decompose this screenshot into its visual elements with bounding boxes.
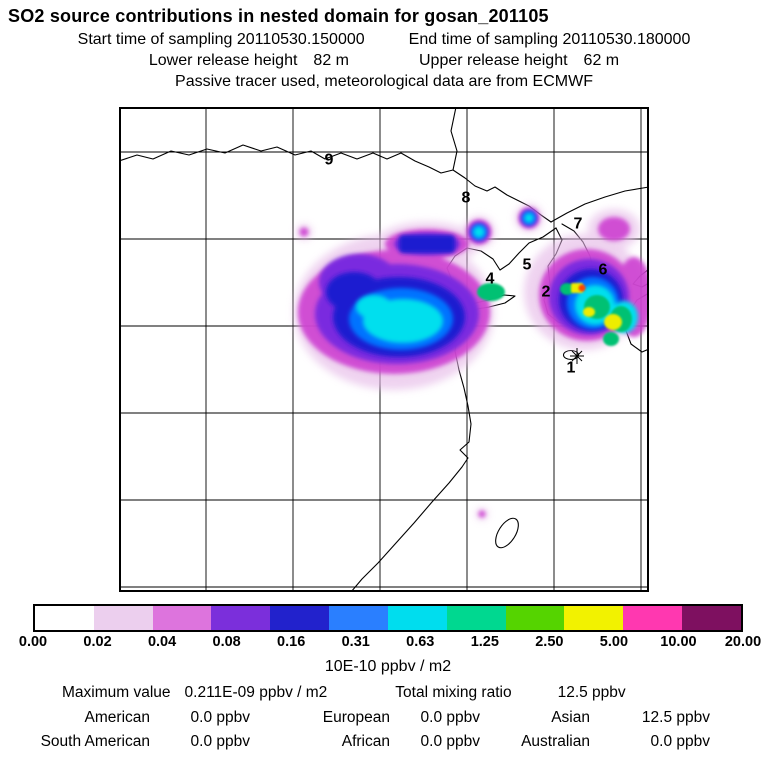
- upper-release-label: Upper release height: [419, 52, 568, 69]
- station-marker-7: 7: [574, 216, 583, 233]
- colorbar-segment: [152, 606, 212, 630]
- spacer: [297, 52, 313, 70]
- colorbar-segment: [564, 606, 624, 630]
- max-value: 0.211E-09 ppbv / m2: [184, 684, 328, 701]
- colorbar-tick: 0.08: [212, 634, 241, 650]
- release-heights-line: Lower release height 82 m Upper release …: [0, 52, 768, 70]
- colorbar-segment: [35, 606, 94, 630]
- colorbar-segment: [329, 606, 388, 630]
- receptor-star-marker: [570, 348, 584, 364]
- colorbar-tick: 2.50: [535, 634, 564, 650]
- spacer: [327, 684, 395, 702]
- colorbar-segment: [270, 606, 330, 630]
- spacer: [568, 52, 584, 70]
- contribution-region-label: European: [322, 709, 390, 726]
- colorbar-segment: [387, 606, 447, 630]
- map-panel: 9 8 7 5 6 4 2 1: [119, 107, 649, 592]
- colorbar-tick: 0.04: [147, 634, 177, 650]
- contribution-region-value: 0.0 ppbv: [420, 733, 480, 750]
- map-border: [119, 107, 649, 592]
- station-marker-4: 4: [486, 271, 495, 288]
- contribution-region-label: African: [341, 733, 390, 750]
- spacer: [171, 684, 185, 702]
- page-title: SO2 source contributions in nested domai…: [8, 6, 549, 26]
- contributions-table: American 0.0 ppbv European 0.0 ppbv Asian 12.…: [0, 709, 768, 751]
- colorbar-segment: [446, 606, 506, 630]
- northern-border-line: [119, 144, 552, 223]
- colorbar-tick: 0.16: [277, 634, 306, 650]
- contribution-region-value: 0.0 ppbv: [650, 733, 710, 750]
- upper-release-value: 62 m: [583, 52, 620, 69]
- tracer-note-line: Passive tracer used, meteorological data…: [0, 73, 768, 91]
- max-value-label: Maximum value: [62, 684, 171, 701]
- station-marker-2: 2: [542, 284, 551, 301]
- tracer-note: Passive tracer used, meteorological data…: [175, 73, 593, 90]
- contribution-region-value: 0.0 ppbv: [190, 709, 250, 726]
- colorbar: [33, 604, 743, 632]
- stats-summary-line: Maximum value 0.211E-09 ppbv / m2 Total …: [0, 684, 768, 702]
- colorbar-panel: 0.00 0.02 0.04 0.08 0.16 0.31 0.63 1.25 2.50 5.00…: [19, 604, 761, 676]
- china-coastline: [350, 227, 557, 592]
- station-marker-6: 6: [599, 262, 608, 279]
- stats-panel: Maximum value 0.211E-09 ppbv / m2 Total …: [0, 684, 768, 751]
- colorbar-tick: 10.00: [660, 634, 697, 650]
- colorbar-segment: [93, 606, 153, 630]
- colorbar-tick: 0.31: [341, 634, 370, 650]
- sampling-times-line: Start time of sampling 20110530.150000 E…: [0, 31, 768, 49]
- station-markers: 9 8 7 5 6 4 2 1: [325, 152, 608, 377]
- colorbar-ticks: 0.00 0.02 0.04 0.08 0.16 0.31 0.63 1.25 2.50 5.00…: [19, 634, 761, 654]
- colorbar-tick: 1.25: [470, 634, 499, 650]
- spacer: [349, 52, 419, 70]
- colorbar-tick: 20.00: [724, 634, 762, 650]
- taiwan-island: [495, 517, 519, 549]
- colorbar-segment: [211, 606, 271, 630]
- sampling-end-text: End time of sampling 20110530.180000: [408, 31, 691, 48]
- contribution-region-value: 12.5 ppbv: [641, 709, 710, 726]
- spacer: [512, 684, 558, 702]
- contribution-region-label: American: [84, 709, 150, 726]
- colorbar-tick: 0.00: [18, 634, 48, 650]
- lower-release-value: 82 m: [313, 52, 349, 69]
- station-marker-1: 1: [567, 360, 576, 377]
- sampling-start-text: Start time of sampling 20110530.150000: [77, 31, 365, 48]
- station-marker-5: 5: [523, 257, 532, 274]
- total-mixing-ratio-label: Total mixing ratio: [395, 684, 512, 701]
- concentration-plume: [294, 204, 649, 520]
- plume-red-spot: [578, 284, 586, 292]
- colorbar-unit-label: 10E-10 ppbv / m2: [324, 658, 452, 675]
- northeast-border-line: [550, 186, 649, 223]
- colorbar-segment: [505, 606, 565, 630]
- colorbar-segment: [682, 606, 741, 630]
- station-marker-8: 8: [462, 190, 471, 207]
- lower-release-label: Lower release height: [148, 52, 298, 69]
- contribution-region-label: South American: [40, 733, 150, 750]
- colorbar-tick: 0.63: [406, 634, 435, 650]
- border-branch-line: [450, 107, 458, 171]
- total-mixing-ratio-value: 12.5 ppbv: [557, 684, 626, 701]
- contribution-region-value: 0.0 ppbv: [420, 709, 480, 726]
- contribution-region-value: 0.0 ppbv: [190, 733, 250, 750]
- contribution-region-label: Asian: [551, 709, 590, 726]
- station-marker-9: 9: [325, 152, 334, 169]
- contribution-region-label: Australian: [521, 733, 590, 750]
- spacer: [365, 31, 409, 49]
- map-svg: 9 8 7 5 6 4 2 1: [119, 107, 649, 592]
- colorbar-tick: 5.00: [599, 634, 629, 650]
- colorbar-segment: [623, 606, 683, 630]
- colorbar-tick: 0.02: [83, 634, 112, 650]
